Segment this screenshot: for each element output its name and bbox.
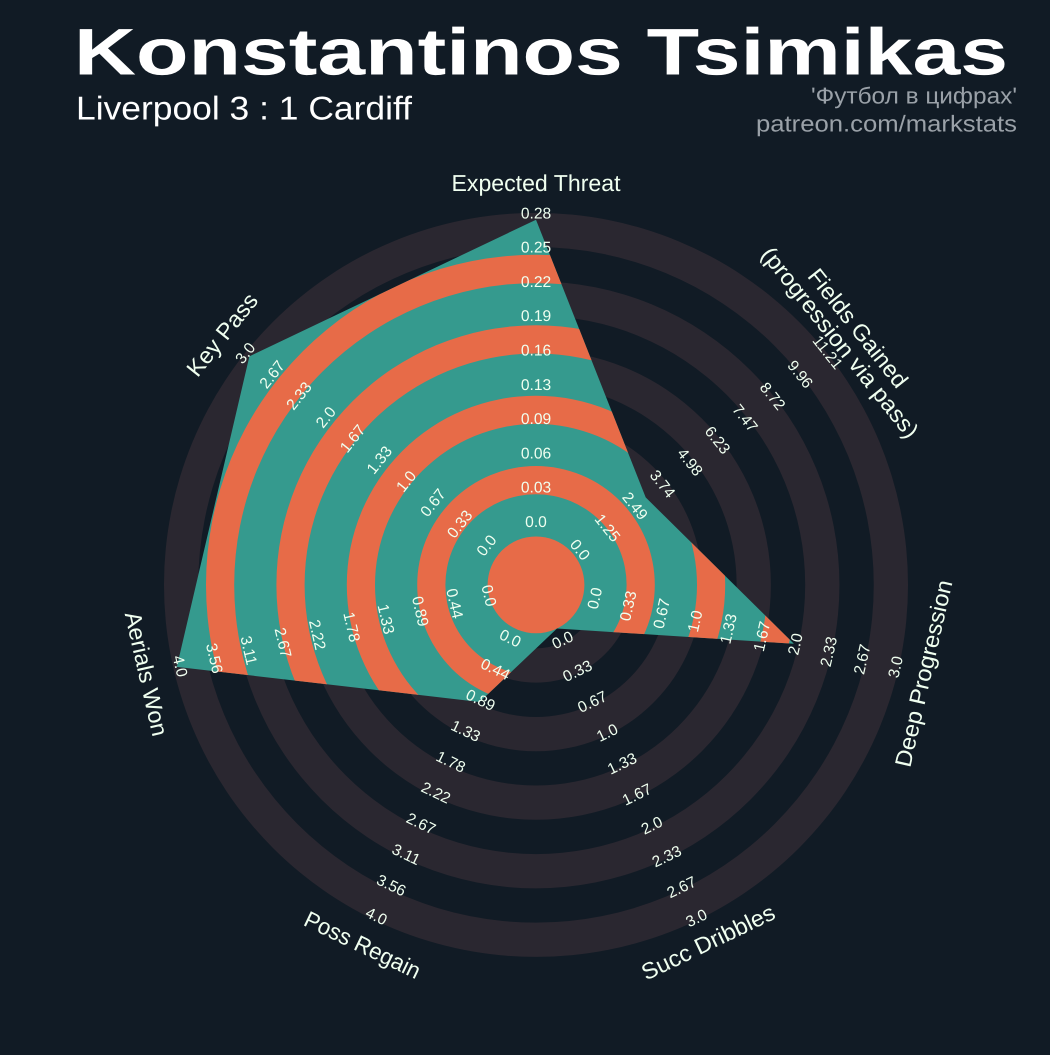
svg-text:2.33: 2.33 xyxy=(818,635,841,668)
svg-text:0.22: 0.22 xyxy=(521,274,551,291)
svg-text:0.03: 0.03 xyxy=(521,480,551,497)
svg-text:Liverpool 3 : 1 Cardiff: Liverpool 3 : 1 Cardiff xyxy=(76,90,413,127)
svg-text:0.28: 0.28 xyxy=(521,205,551,222)
svg-text:Konstantinos Tsimikas: Konstantinos Tsimikas xyxy=(74,15,1008,89)
svg-text:0.25: 0.25 xyxy=(521,240,552,257)
svg-text:1.33: 1.33 xyxy=(374,603,397,636)
svg-text:1.33: 1.33 xyxy=(717,612,740,645)
svg-text:0.13: 0.13 xyxy=(521,377,551,394)
svg-text:2.22: 2.22 xyxy=(305,618,328,651)
svg-text:0.33: 0.33 xyxy=(617,589,640,622)
svg-text:1.78: 1.78 xyxy=(339,610,362,643)
svg-text:2.67: 2.67 xyxy=(851,643,874,676)
svg-text:0.19: 0.19 xyxy=(521,308,551,325)
svg-text:1.67: 1.67 xyxy=(751,620,774,653)
svg-text:0.16: 0.16 xyxy=(521,343,551,360)
svg-text:0.89: 0.89 xyxy=(408,595,431,628)
svg-text:4.0: 4.0 xyxy=(169,654,190,679)
svg-text:0.0: 0.0 xyxy=(525,514,547,531)
svg-text:0.44: 0.44 xyxy=(442,587,465,621)
svg-text:0.09: 0.09 xyxy=(521,411,551,428)
svg-text:0.0: 0.0 xyxy=(585,586,606,611)
svg-text:'Футбол в цифрах': 'Футбол в цифрах' xyxy=(811,83,1017,109)
svg-text:3.0: 3.0 xyxy=(886,654,907,679)
svg-text:patreon.com/markstats: patreon.com/markstats xyxy=(756,111,1017,137)
svg-text:0.0: 0.0 xyxy=(478,583,499,608)
svg-text:Expected Threat: Expected Threat xyxy=(452,170,622,196)
svg-text:1.0: 1.0 xyxy=(685,609,706,634)
svg-text:0.06: 0.06 xyxy=(521,445,551,462)
svg-text:3.11: 3.11 xyxy=(236,635,259,667)
svg-text:0.67: 0.67 xyxy=(651,597,674,630)
svg-text:2.67: 2.67 xyxy=(271,626,294,659)
svg-text:3.56: 3.56 xyxy=(202,642,225,675)
svg-text:2.0: 2.0 xyxy=(785,631,806,656)
